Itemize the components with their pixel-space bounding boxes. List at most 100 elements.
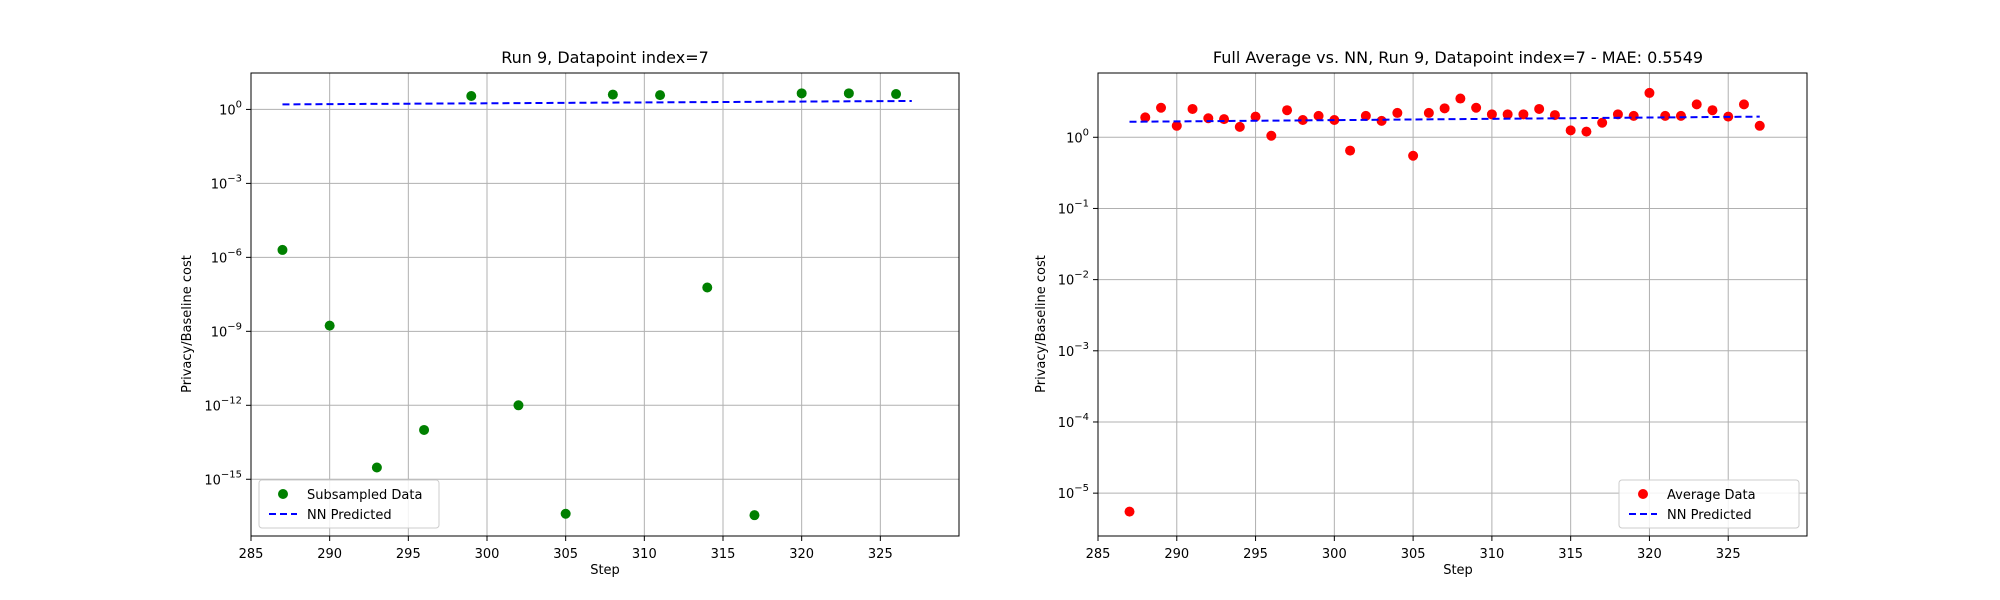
- right-data-point-21: [1455, 93, 1466, 104]
- right-ytick-label-exp-1: −1: [1074, 198, 1089, 209]
- left-data-point-9: [702, 282, 713, 293]
- right-data-point-36: [1691, 99, 1702, 110]
- right-ytick-label-3: 10−3: [1058, 341, 1089, 360]
- right-ytick-label-base-1: 10: [1058, 202, 1075, 217]
- left-data-point-5: [513, 400, 524, 411]
- right-legend-label-0: Average Data: [1667, 488, 1756, 503]
- left-legend-marker-swatch: [278, 489, 288, 499]
- right-data-point-7: [1234, 121, 1245, 132]
- right-ytick-label-4: 10−4: [1058, 412, 1089, 431]
- left-ytick-label-4: 10−12: [204, 395, 242, 414]
- right-legend: Average Data NN Predicted: [1618, 479, 1800, 529]
- right-data-point-39: [1738, 99, 1749, 110]
- left-nn-predicted-line: [282, 99, 912, 106]
- right-data-point-24: [1502, 109, 1513, 120]
- right-data-point-11: [1297, 114, 1308, 125]
- right-data-point-8: [1250, 111, 1261, 122]
- left-ytick-label-base-3: 10: [211, 325, 228, 340]
- left-data-point-8: [655, 90, 666, 101]
- right-data-point-4: [1187, 103, 1198, 114]
- right-xtick-label-1: 290: [1164, 547, 1189, 562]
- left-ytick-label-1: 10−3: [211, 173, 242, 192]
- left-xtick-label-3: 300: [475, 547, 500, 562]
- left-ytick-label-2: 10−6: [211, 247, 242, 266]
- right-ytick-label-base-3: 10: [1058, 345, 1075, 360]
- right-chart-title: Full Average vs. NN, Run 9, Datapoint in…: [1213, 48, 1703, 67]
- left-xtick-label-2: 295: [396, 547, 421, 562]
- left-legend-label-0: Subsampled Data: [307, 488, 422, 503]
- right-ytick-label-base-0: 10: [1066, 131, 1083, 146]
- left-ytick-label-5: 10−15: [204, 469, 242, 488]
- left-ytick-label-base-1: 10: [211, 177, 228, 192]
- right-data-point-32: [1628, 110, 1639, 121]
- right-data-point-30: [1597, 117, 1608, 128]
- left-ytick-label-base-0: 10: [219, 103, 236, 118]
- right-ytick-label-exp-2: −2: [1074, 270, 1089, 281]
- right-data-point-2: [1156, 102, 1167, 113]
- left-data-point-11: [796, 88, 807, 99]
- right-ytick-label-0: 100: [1066, 127, 1089, 146]
- right-data-point-14: [1345, 145, 1356, 156]
- right-chart-ylabel: Privacy/Baseline cost: [1034, 255, 1049, 393]
- left-data-point-3: [419, 424, 430, 435]
- left-plot-frame: [250, 72, 960, 537]
- left-xtick-label-1: 290: [317, 547, 342, 562]
- right-legend-marker-swatch: [1638, 489, 1648, 499]
- left-data-point-12: [843, 88, 854, 99]
- left-data-point-13: [891, 89, 902, 100]
- right-data-point-37: [1707, 105, 1718, 116]
- left-ytick-label-exp-2: −6: [227, 247, 242, 258]
- right-data-point-16: [1376, 115, 1387, 126]
- right-ytick-label-exp-3: −3: [1074, 341, 1089, 352]
- left-xtick-label-8: 325: [868, 547, 893, 562]
- left-legend: Subsampled Data NN Predicted: [258, 479, 440, 529]
- left-data-point-1: [324, 320, 335, 331]
- right-ytick-label-2: 10−2: [1058, 270, 1089, 289]
- right-data-point-15: [1360, 110, 1371, 121]
- right-data-point-29: [1581, 126, 1592, 137]
- right-xtick-label-2: 295: [1243, 547, 1268, 562]
- right-ytick-label-base-2: 10: [1058, 274, 1075, 289]
- left-data-point-7: [607, 89, 618, 100]
- left-ytick-label-base-2: 10: [211, 251, 228, 266]
- right-data-point-20: [1439, 103, 1450, 114]
- right-data-point-3: [1171, 120, 1182, 131]
- left-ytick-label-exp-5: −15: [221, 469, 242, 480]
- left-ytick-label-exp-3: −9: [227, 321, 242, 332]
- left-xtick-label-5: 310: [632, 547, 657, 562]
- left-xtick-label-4: 305: [553, 547, 578, 562]
- right-data-point-0: [1124, 506, 1135, 517]
- left-xtick-label-0: 285: [239, 547, 264, 562]
- right-legend-box: [1618, 479, 1800, 529]
- left-chart-title: Run 9, Datapoint index=7: [501, 48, 709, 67]
- right-xtick-label-0: 285: [1086, 547, 1111, 562]
- right-data-point-33: [1644, 87, 1655, 98]
- right-ytick-label-exp-0: 0: [1083, 127, 1089, 138]
- right-data-point-18: [1408, 150, 1419, 161]
- left-legend-box: [258, 479, 440, 529]
- left-ytick-label-exp-0: 0: [236, 99, 242, 110]
- left-data-point-6: [560, 508, 571, 519]
- right-ytick-label-base-4: 10: [1058, 416, 1075, 431]
- right-ytick-label-base-5: 10: [1058, 487, 1075, 502]
- right-ytick-label-exp-4: −4: [1074, 412, 1089, 423]
- right-ytick-label-5: 10−5: [1058, 483, 1089, 502]
- right-plot-frame: [1097, 72, 1808, 537]
- right-data-point-28: [1565, 125, 1576, 136]
- right-data-point-22: [1471, 102, 1482, 113]
- right-data-point-10: [1282, 105, 1293, 116]
- right-chart-panel: Full Average vs. NN, Run 9, Datapoint in…: [1034, 48, 1808, 578]
- right-data-point-1: [1140, 112, 1151, 123]
- left-ytick-label-exp-1: −3: [227, 173, 242, 184]
- right-data-point-17: [1392, 107, 1403, 118]
- left-ytick-label-3: 10−9: [211, 321, 242, 340]
- right-chart-xlabel: Step: [1443, 563, 1473, 578]
- left-ytick-label-base-4: 10: [204, 399, 221, 414]
- left-chart-xlabel: Step: [590, 563, 620, 578]
- right-ytick-label-1: 10−1: [1058, 198, 1089, 217]
- right-xtick-label-5: 310: [1479, 547, 1504, 562]
- right-xtick-label-7: 320: [1637, 547, 1662, 562]
- right-xtick-label-4: 305: [1401, 547, 1426, 562]
- right-data-point-23: [1486, 109, 1497, 120]
- left-legend-label-1: NN Predicted: [307, 508, 392, 523]
